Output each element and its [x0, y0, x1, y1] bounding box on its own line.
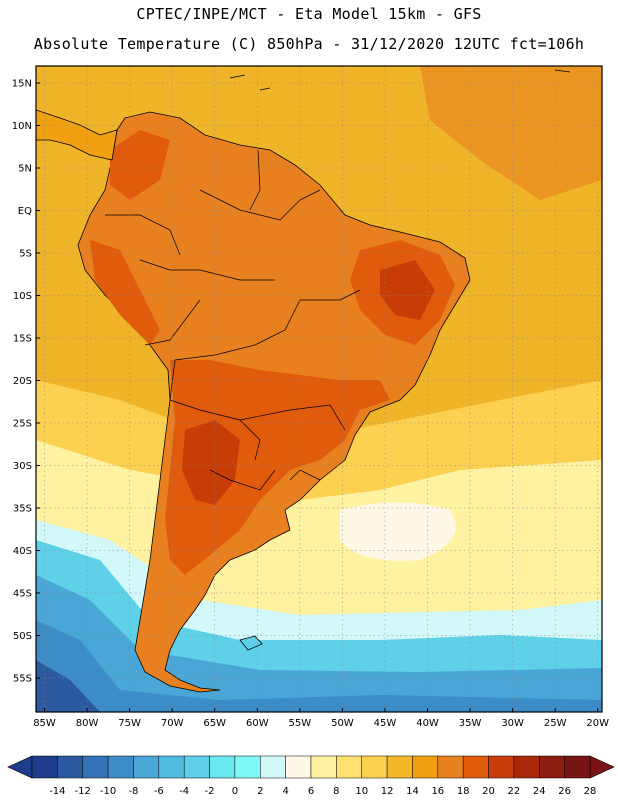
- colorbar-label: 28: [584, 786, 597, 797]
- lon-label: 35W: [459, 718, 482, 729]
- lat-label: 10N: [12, 121, 32, 132]
- colorbar-swatch: [133, 755, 160, 779]
- temperature-field: [36, 66, 602, 712]
- colorbar-swatch: [513, 755, 540, 779]
- colorbar-label: -6: [154, 786, 164, 797]
- colorbar-label: 10: [355, 786, 368, 797]
- lat-label: 20S: [13, 376, 32, 387]
- lon-label: 40W: [416, 718, 439, 729]
- lon-label: 55W: [289, 718, 312, 729]
- lon-label: 85W: [33, 718, 56, 729]
- ocean-pale-patch: [340, 502, 456, 561]
- map-title-line2: Absolute Temperature (C) 850hPa - 31/12/…: [33, 35, 585, 53]
- caribbean-islands: [229, 69, 571, 91]
- country-borders: [105, 149, 361, 491]
- land-hot-andes-west: [90, 240, 160, 345]
- colorbar-swatch: [285, 755, 312, 779]
- plot-frame: [35, 65, 603, 713]
- colorbar-swatch: [57, 755, 83, 779]
- colorbar-label: -2: [205, 786, 215, 797]
- colorbar-swatch: [209, 755, 236, 779]
- ocean-deepest-zone: [36, 660, 100, 712]
- colorbar-label: 22: [508, 786, 521, 797]
- colorbar-label: 2: [257, 786, 263, 797]
- land-hot-interior: [165, 360, 390, 575]
- colorbar-label: 24: [533, 786, 546, 797]
- colorbar-swatch: [462, 755, 489, 779]
- colorbar-swatch: [361, 755, 388, 779]
- lat-label: 15N: [12, 79, 32, 90]
- lat-label: 50S: [13, 631, 32, 642]
- longitude-labels: 85W 80W 75W 70W 65W 60W 55W 50W 45W 40W 35W 30W 25W 2…: [33, 708, 609, 729]
- ocean-deep-zone: [36, 620, 602, 712]
- falkland-islands: [239, 635, 263, 651]
- lat-label: 25S: [13, 419, 32, 430]
- colorbar-max-arrow: [589, 755, 615, 779]
- colorbar-label: 16: [431, 786, 444, 797]
- lat-label: 5N: [18, 164, 32, 175]
- colorbar-label: 0: [232, 786, 238, 797]
- colorbar-swatch: [310, 755, 337, 779]
- colorbar-swatch: [82, 755, 109, 779]
- colorbar-swatch: [412, 755, 439, 779]
- colorbar-swatch: [564, 755, 591, 779]
- lat-label: 10S: [13, 291, 32, 302]
- colorbar-label: 4: [282, 786, 288, 797]
- lon-label: 50W: [331, 718, 354, 729]
- map-title-line1: CPTEC/INPE/MCT - Eta Model 15km - GFS: [136, 5, 482, 23]
- colorbar-label: 8: [333, 786, 339, 797]
- land-hottest-core: [182, 420, 240, 505]
- lat-label: 5S: [19, 249, 32, 260]
- lat-label: 45S: [13, 589, 32, 600]
- lon-label: 80W: [76, 718, 99, 729]
- colorbar-swatch: [539, 755, 565, 779]
- lon-label: 45W: [374, 718, 397, 729]
- lat-label: EQ: [18, 206, 32, 217]
- lon-label: 70W: [161, 718, 184, 729]
- colorbar-label: -8: [128, 786, 138, 797]
- colorbar-label: -12: [75, 786, 91, 797]
- colorbar-label: 14: [406, 786, 419, 797]
- colorbar-swatch: [234, 755, 261, 779]
- lon-label: 30W: [501, 718, 524, 729]
- lat-label: 15S: [13, 334, 32, 345]
- lat-label: 35S: [13, 504, 32, 515]
- colorbar-label: 26: [558, 786, 571, 797]
- lat-label: 30S: [13, 461, 32, 472]
- colorbar-swatch: [183, 755, 210, 779]
- colorbar-swatch: [386, 755, 413, 779]
- colorbar-swatch: [31, 755, 58, 779]
- land-hottest-northeast: [380, 260, 435, 320]
- land-hot-andes-north: [110, 130, 170, 200]
- lon-label: 75W: [118, 718, 141, 729]
- lat-label: 40S: [13, 546, 32, 557]
- lon-label: 65W: [203, 718, 226, 729]
- colorbar-swatch: [107, 755, 134, 779]
- lon-label: 60W: [246, 718, 269, 729]
- ocean-north-warm: [420, 66, 602, 200]
- lat-label: 55S: [13, 674, 32, 685]
- colorbar-swatch: [260, 755, 286, 779]
- colorbar-swatch: [437, 755, 464, 779]
- colorbar-swatch: [488, 755, 515, 779]
- colorbar-swatch: [158, 755, 185, 779]
- colorbar-label: 18: [457, 786, 470, 797]
- colorbar-label: -14: [49, 786, 65, 797]
- colorbar-label: -10: [100, 786, 116, 797]
- lon-label: 25W: [544, 718, 567, 729]
- colorbar: -14 -12 -10 -8 -6 -4 -2 0 2 4 6 8 10 12 14 16 18 20 22 24 26…: [7, 755, 615, 797]
- colorbar-label: 20: [482, 786, 495, 797]
- central-america-land: [36, 109, 118, 161]
- colorbar-label: -4: [179, 786, 189, 797]
- colorbar-min-arrow: [7, 755, 33, 779]
- colorbar-swatch: [336, 755, 362, 779]
- lon-label: 20W: [586, 718, 609, 729]
- colorbar-label: 6: [308, 786, 314, 797]
- latitude-labels: 15N 10N 5N EQ 5S 10S 15S 20S 25S 30S 35S 40S 45S 50S 5…: [12, 79, 40, 685]
- colorbar-label: 12: [381, 786, 394, 797]
